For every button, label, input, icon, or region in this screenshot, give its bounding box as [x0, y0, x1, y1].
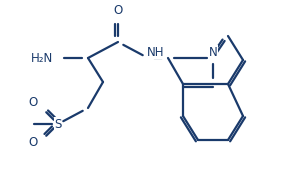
Text: O: O: [28, 136, 38, 149]
Text: S: S: [54, 118, 62, 130]
Text: N: N: [208, 45, 217, 58]
Text: H₂N: H₂N: [31, 51, 53, 65]
Text: O: O: [28, 96, 38, 108]
Text: O: O: [113, 4, 123, 17]
Text: NH: NH: [147, 45, 165, 58]
